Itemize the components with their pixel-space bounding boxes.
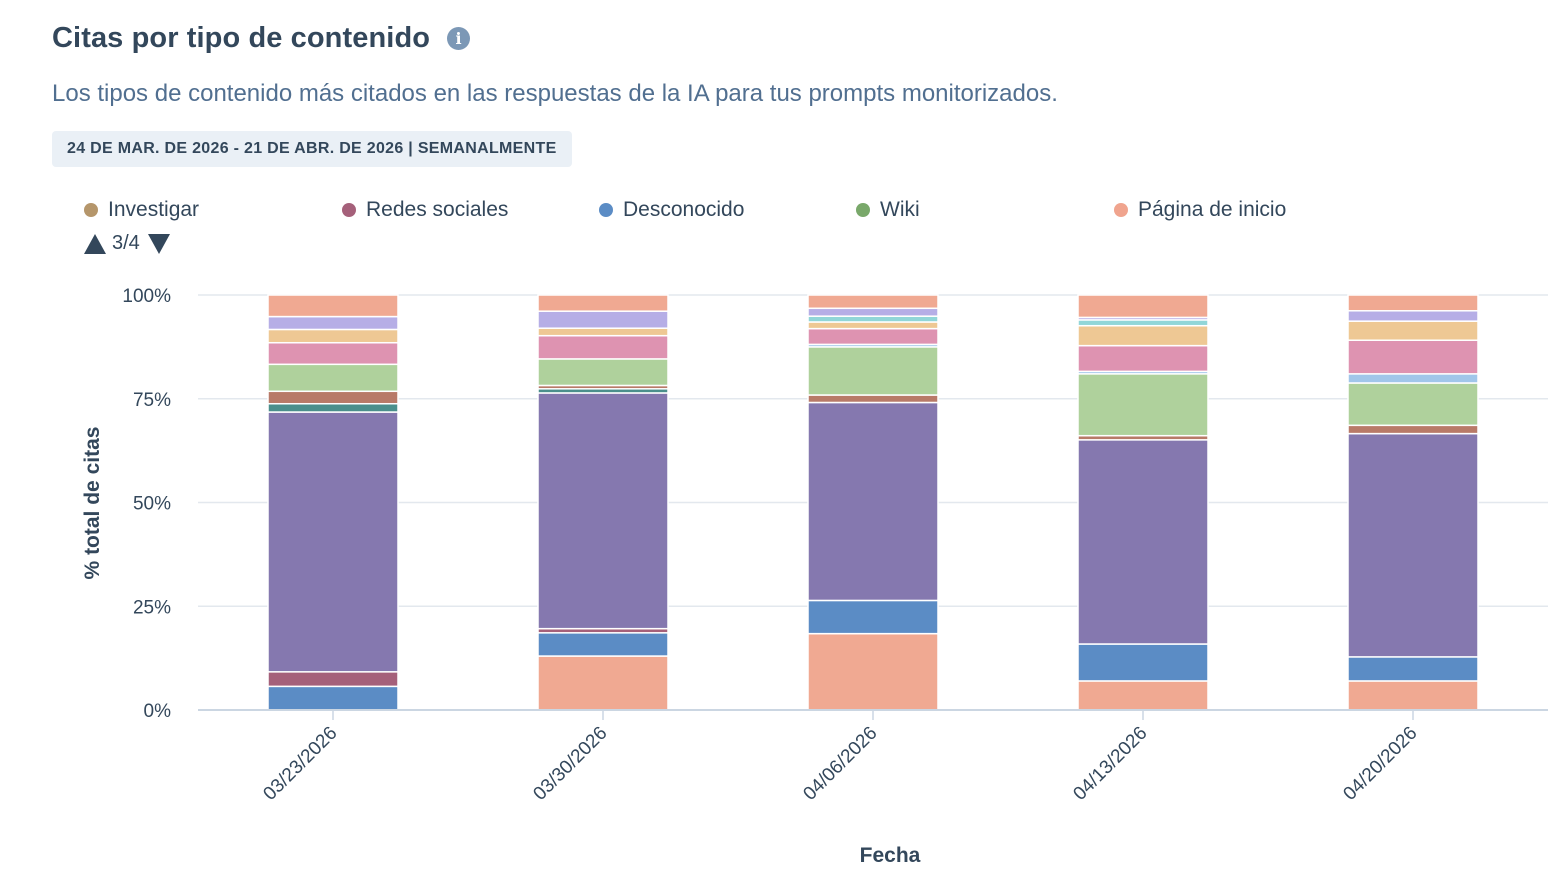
legend: Investigar Redes sociales Desconocido Wi… <box>84 198 1504 228</box>
bar-segment: Wiki: 6.4% <box>537 358 669 387</box>
legend-dot-pagina-de-inicio <box>1114 203 1128 217</box>
date-range-tag: 24 DE MAR. DE 2026 - 21 DE ABR. DE 2026 … <box>52 131 572 167</box>
bar-segment: Serie morada: 47.7% <box>807 401 939 602</box>
x-tick-label: 04/13/2026 <box>1069 723 1151 805</box>
bar-segment: Serie verde azulado: 2% <box>267 402 399 413</box>
legend-item-investigar[interactable]: Investigar <box>84 198 199 222</box>
bar-segment: Serie lavanda: 2.5% <box>1347 310 1479 322</box>
bar-segment: Desconocido: 5.8% <box>1347 656 1479 682</box>
bar-segment: Serie marrón: 1.8% <box>807 394 939 404</box>
bar-segment: Wiki: 6.5% <box>267 363 399 393</box>
legend-dot-wiki <box>856 203 870 217</box>
bar-segment: Serie naranja claro: 1.6% <box>807 321 939 330</box>
info-icon[interactable]: i <box>447 27 471 50</box>
legend-pager: 3/4 <box>84 232 170 255</box>
bar-segment: Serie cian: 1.4% <box>1077 319 1209 327</box>
title-row: Citas por tipo de contenido i <box>52 22 471 55</box>
bar-segment: Página de inicio: 5.2% <box>267 294 399 318</box>
bar-segment: Serie marrón: 3% <box>267 390 399 405</box>
bar-segment: Wiki: 10.2% <box>1347 382 1479 427</box>
x-tick-label: 04/06/2026 <box>799 723 881 805</box>
legend-label-wiki: Wiki <box>880 198 920 221</box>
legend-prev-page-icon[interactable] <box>84 233 106 254</box>
bar-segment: Serie rosa: 5.2% <box>267 341 399 366</box>
bar-segment: Serie rosa: 3.8% <box>807 327 939 346</box>
y-axis-title: % total de citas <box>81 427 104 580</box>
x-tick-label: 04/20/2026 <box>1339 723 1421 805</box>
bar-segment: Página de inicio: 3.2% <box>807 294 939 310</box>
legend-label-desconocido: Desconocido <box>623 198 745 221</box>
legend-page-indicator: 3/4 <box>112 232 140 254</box>
bar-segment: Serie morada: 56.8% <box>537 392 669 630</box>
legend-item-redes-sociales[interactable]: Redes sociales <box>342 198 508 222</box>
legend-item-desconocido[interactable]: Desconocido <box>599 198 744 222</box>
bar-segment: Serie rosa: 8.1% <box>1347 339 1479 375</box>
bar-segment: Serie morada: 49.2% <box>1077 439 1209 645</box>
bar-segment: Serie naranja claro: 4.6% <box>1347 320 1479 341</box>
bar-segment: Página de inicio: 3.8% <box>1347 294 1479 312</box>
bar-segment: Página de inicio (inferior): 7% <box>1077 680 1209 711</box>
bar-segment: Serie lavanda: 1.9% <box>807 307 939 317</box>
bar-segment: Redes sociales: 3.5% <box>267 671 399 688</box>
bar-segment: Serie morada: 53.8% <box>1347 432 1479 658</box>
bar-segment: Serie marrón: 2% <box>1347 424 1479 435</box>
bar-segment: Página de inicio (inferior): 13% <box>537 655 669 711</box>
chart-subtitle: Los tipos de contenido más citados en la… <box>52 80 1058 107</box>
bar-segment: Página de inicio: 5.4% <box>1077 294 1209 319</box>
y-tick-label: 25% <box>133 597 171 618</box>
bar-segment: Serie morada: 62.6% <box>267 411 399 673</box>
legend-item-pagina-de-inicio[interactable]: Página de inicio <box>1114 198 1286 222</box>
legend-item-wiki[interactable]: Wiki <box>856 198 920 222</box>
bar-segment: Serie naranja claro: 3.2% <box>267 328 399 344</box>
chart-title: Citas por tipo de contenido <box>52 22 431 54</box>
bar-segment: Serie rosa: 5.6% <box>537 334 669 360</box>
legend-next-page-icon[interactable] <box>147 233 170 254</box>
bar-segment: Serie naranja claro: 4.8% <box>1077 324 1209 347</box>
legend-label-investigar: Investigar <box>108 198 200 221</box>
bar-segment: Página de inicio (inferior): 7% <box>1347 680 1479 711</box>
x-tick-label: 03/30/2026 <box>529 723 611 805</box>
bar-segment: Wiki: 14.9% <box>1077 373 1209 437</box>
y-tick-label: 0% <box>144 701 172 722</box>
bar-segment: Serie naranja claro: 1.8% <box>537 327 669 337</box>
bar-segment: Serie lavanda: 4.1% <box>537 310 669 329</box>
x-axis-title: Fecha <box>860 844 921 867</box>
legend-label-pagina-de-inicio: Página de inicio <box>1138 198 1287 221</box>
y-tick-label: 50% <box>133 494 171 515</box>
legend-dot-redes-sociales <box>342 203 356 217</box>
bar-segment: Desconocido: 5.6% <box>537 632 669 657</box>
bar-segment: Página de inicio: 3.9% <box>537 294 669 312</box>
bar-segment: Wiki: 11.6% <box>807 346 939 396</box>
bar-segment: Desconocido: 5.7% <box>267 685 399 711</box>
bar-segment: Serie rosa: 6.2% <box>1077 344 1209 373</box>
bar-segment: Página de inicio (inferior): 18.4% <box>807 632 939 711</box>
bar-segment: Serie lavanda: 3.1% <box>267 315 399 331</box>
y-tick-label: 75% <box>133 390 171 411</box>
legend-dot-desconocido <box>599 203 613 217</box>
x-tick-label: 03/23/2026 <box>259 723 341 805</box>
bar-segment: Serie cian: 1.4% <box>807 315 939 323</box>
y-tick-label: 100% <box>122 286 171 307</box>
bar-segment: Desconocido: 8% <box>807 599 939 635</box>
bar-segment: Serie azul claro: 2.2% <box>1347 373 1479 384</box>
legend-dot-investigar <box>84 203 98 217</box>
bar-segment: Desconocido: 8.9% <box>1077 643 1209 682</box>
legend-label-redes-sociales: Redes sociales <box>366 198 509 221</box>
